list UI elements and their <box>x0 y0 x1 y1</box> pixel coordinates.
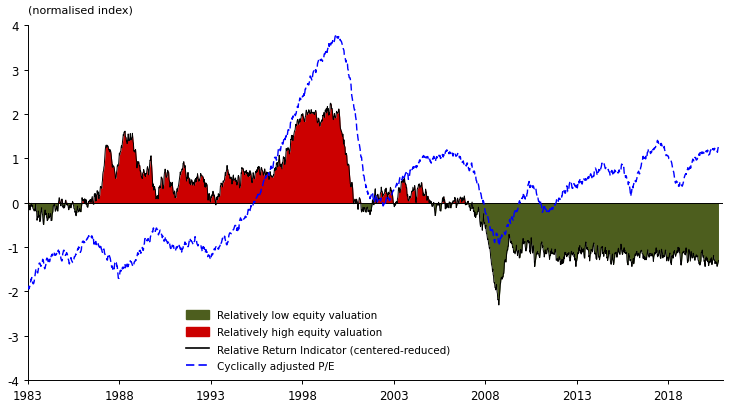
Legend: Relatively low equity valuation, Relatively high equity valuation, Relative Retu: Relatively low equity valuation, Relativ… <box>186 310 450 371</box>
Text: (normalised index): (normalised index) <box>28 6 133 16</box>
